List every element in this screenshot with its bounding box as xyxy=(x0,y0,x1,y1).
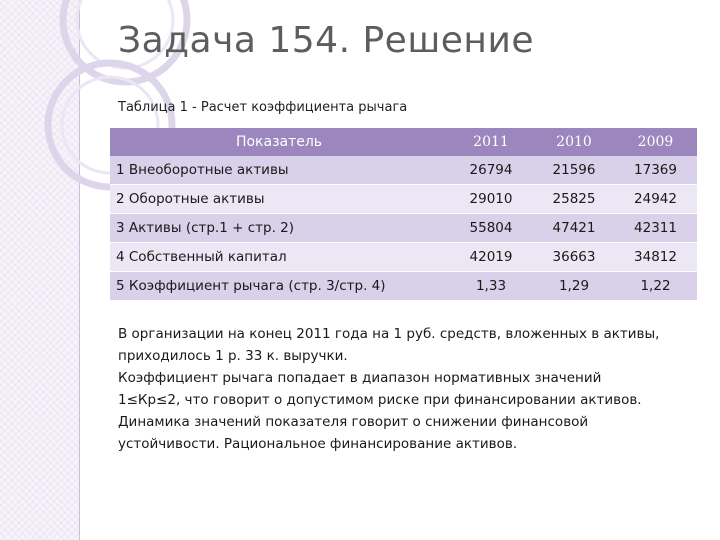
table-row: 5 Коэффициент рычага (стр. 3/стр. 4) 1,3… xyxy=(110,271,697,301)
header-year-2010: 2010 xyxy=(534,128,614,156)
cell-2010: 36663 xyxy=(534,242,614,272)
table-row: 3 Активы (стр.1 + стр. 2) 55804 47421 42… xyxy=(110,213,697,243)
cell-2009: 1,22 xyxy=(614,271,697,301)
cell-2009: 34812 xyxy=(614,242,697,272)
table-row: 4 Собственный капитал 42019 36663 34812 xyxy=(110,242,697,272)
header-year-2009: 2009 xyxy=(614,128,697,156)
conclusion-line: Коэффициент рычага попадает в диапазон н… xyxy=(118,370,602,386)
cell-2010: 1,29 xyxy=(534,271,614,301)
slide-title: Задача 154. Решение xyxy=(118,20,534,61)
header-indicator: Показатель xyxy=(110,128,448,156)
cell-2011: 1,33 xyxy=(448,271,534,301)
cell-2009: 42311 xyxy=(614,213,697,243)
cell-2011: 26794 xyxy=(448,156,534,185)
cell-2009: 24942 xyxy=(614,184,697,214)
conclusion-line: приходилось 1 р. 33 к. выручки. xyxy=(118,348,348,364)
row-label: 1 Внеоборотные активы xyxy=(110,156,448,185)
leverage-table: Показатель 2011 2010 2009 1 Внеоборотные… xyxy=(110,128,697,301)
conclusion-line: устойчивости. Рациональное финансировани… xyxy=(118,436,518,452)
conclusion-line: 1≤Кр≤2, что говорит о допустимом риске п… xyxy=(118,392,642,408)
row-label: 3 Активы (стр.1 + стр. 2) xyxy=(110,213,448,243)
cell-2010: 47421 xyxy=(534,213,614,243)
table-row: 2 Оборотные активы 29010 25825 24942 xyxy=(110,184,697,214)
row-label: 5 Коэффициент рычага (стр. 3/стр. 4) xyxy=(110,271,448,301)
row-label: 2 Оборотные активы xyxy=(110,184,448,214)
conclusion-line: Динамика значений показателя говорит о с… xyxy=(118,414,589,430)
conclusion-line: В организации на конец 2011 года на 1 ру… xyxy=(118,326,660,342)
cell-2010: 21596 xyxy=(534,156,614,185)
cell-2011: 29010 xyxy=(448,184,534,214)
cell-2010: 25825 xyxy=(534,184,614,214)
table-header-row: Показатель 2011 2010 2009 xyxy=(110,128,697,156)
table-caption: Таблица 1 - Расчет коэффициента рычага xyxy=(118,100,408,115)
cell-2011: 42019 xyxy=(448,242,534,272)
decorative-side-strip xyxy=(0,0,80,540)
cell-2011: 55804 xyxy=(448,213,534,243)
header-year-2011: 2011 xyxy=(448,128,534,156)
cell-2009: 17369 xyxy=(614,156,697,185)
row-label: 4 Собственный капитал xyxy=(110,242,448,272)
side-strip-border xyxy=(79,0,80,540)
conclusion-text: В организации на конец 2011 года на 1 ру… xyxy=(118,323,708,455)
table-row: 1 Внеоборотные активы 26794 21596 17369 xyxy=(110,156,697,185)
